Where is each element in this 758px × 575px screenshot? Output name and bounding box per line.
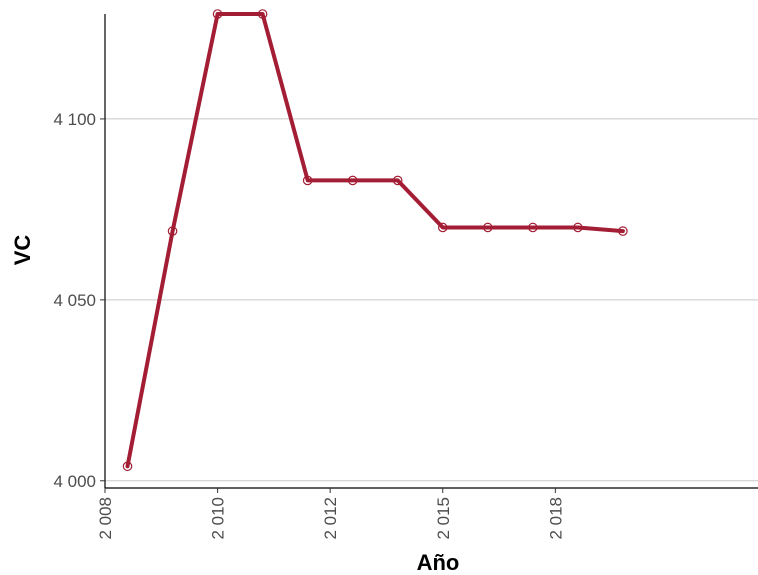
y-tick-label: 4 050 <box>53 291 96 310</box>
data-point <box>392 175 403 186</box>
data-point <box>618 226 628 236</box>
data-point <box>122 461 133 472</box>
y-tick-label: 4 100 <box>53 110 96 129</box>
series-line <box>125 12 625 469</box>
data-point <box>257 9 268 19</box>
data-point <box>212 9 223 19</box>
data-point <box>167 226 178 236</box>
series <box>122 9 628 472</box>
x-axis-title: Año <box>417 550 460 575</box>
axes <box>104 14 758 489</box>
y-axis-ticks: 4 000 4 050 4 100 <box>53 110 105 491</box>
data-point <box>302 175 313 186</box>
data-point <box>528 222 538 233</box>
x-tick-label: 2 012 <box>321 497 340 540</box>
x-axis-ticks: 2 008 2 010 2 012 2 015 2 018 <box>96 488 565 540</box>
x-tick-label: 2 018 <box>546 497 565 540</box>
x-tick-label: 2 015 <box>434 497 453 540</box>
gridlines <box>105 118 758 482</box>
data-point <box>573 222 583 233</box>
data-point <box>347 175 358 186</box>
y-tick-label: 4 000 <box>53 472 96 491</box>
y-axis-title: VC <box>10 235 35 266</box>
x-tick-label: 2 010 <box>209 497 228 540</box>
x-tick-label: 2 008 <box>96 497 115 540</box>
data-point <box>437 222 448 233</box>
data-point <box>482 222 493 233</box>
